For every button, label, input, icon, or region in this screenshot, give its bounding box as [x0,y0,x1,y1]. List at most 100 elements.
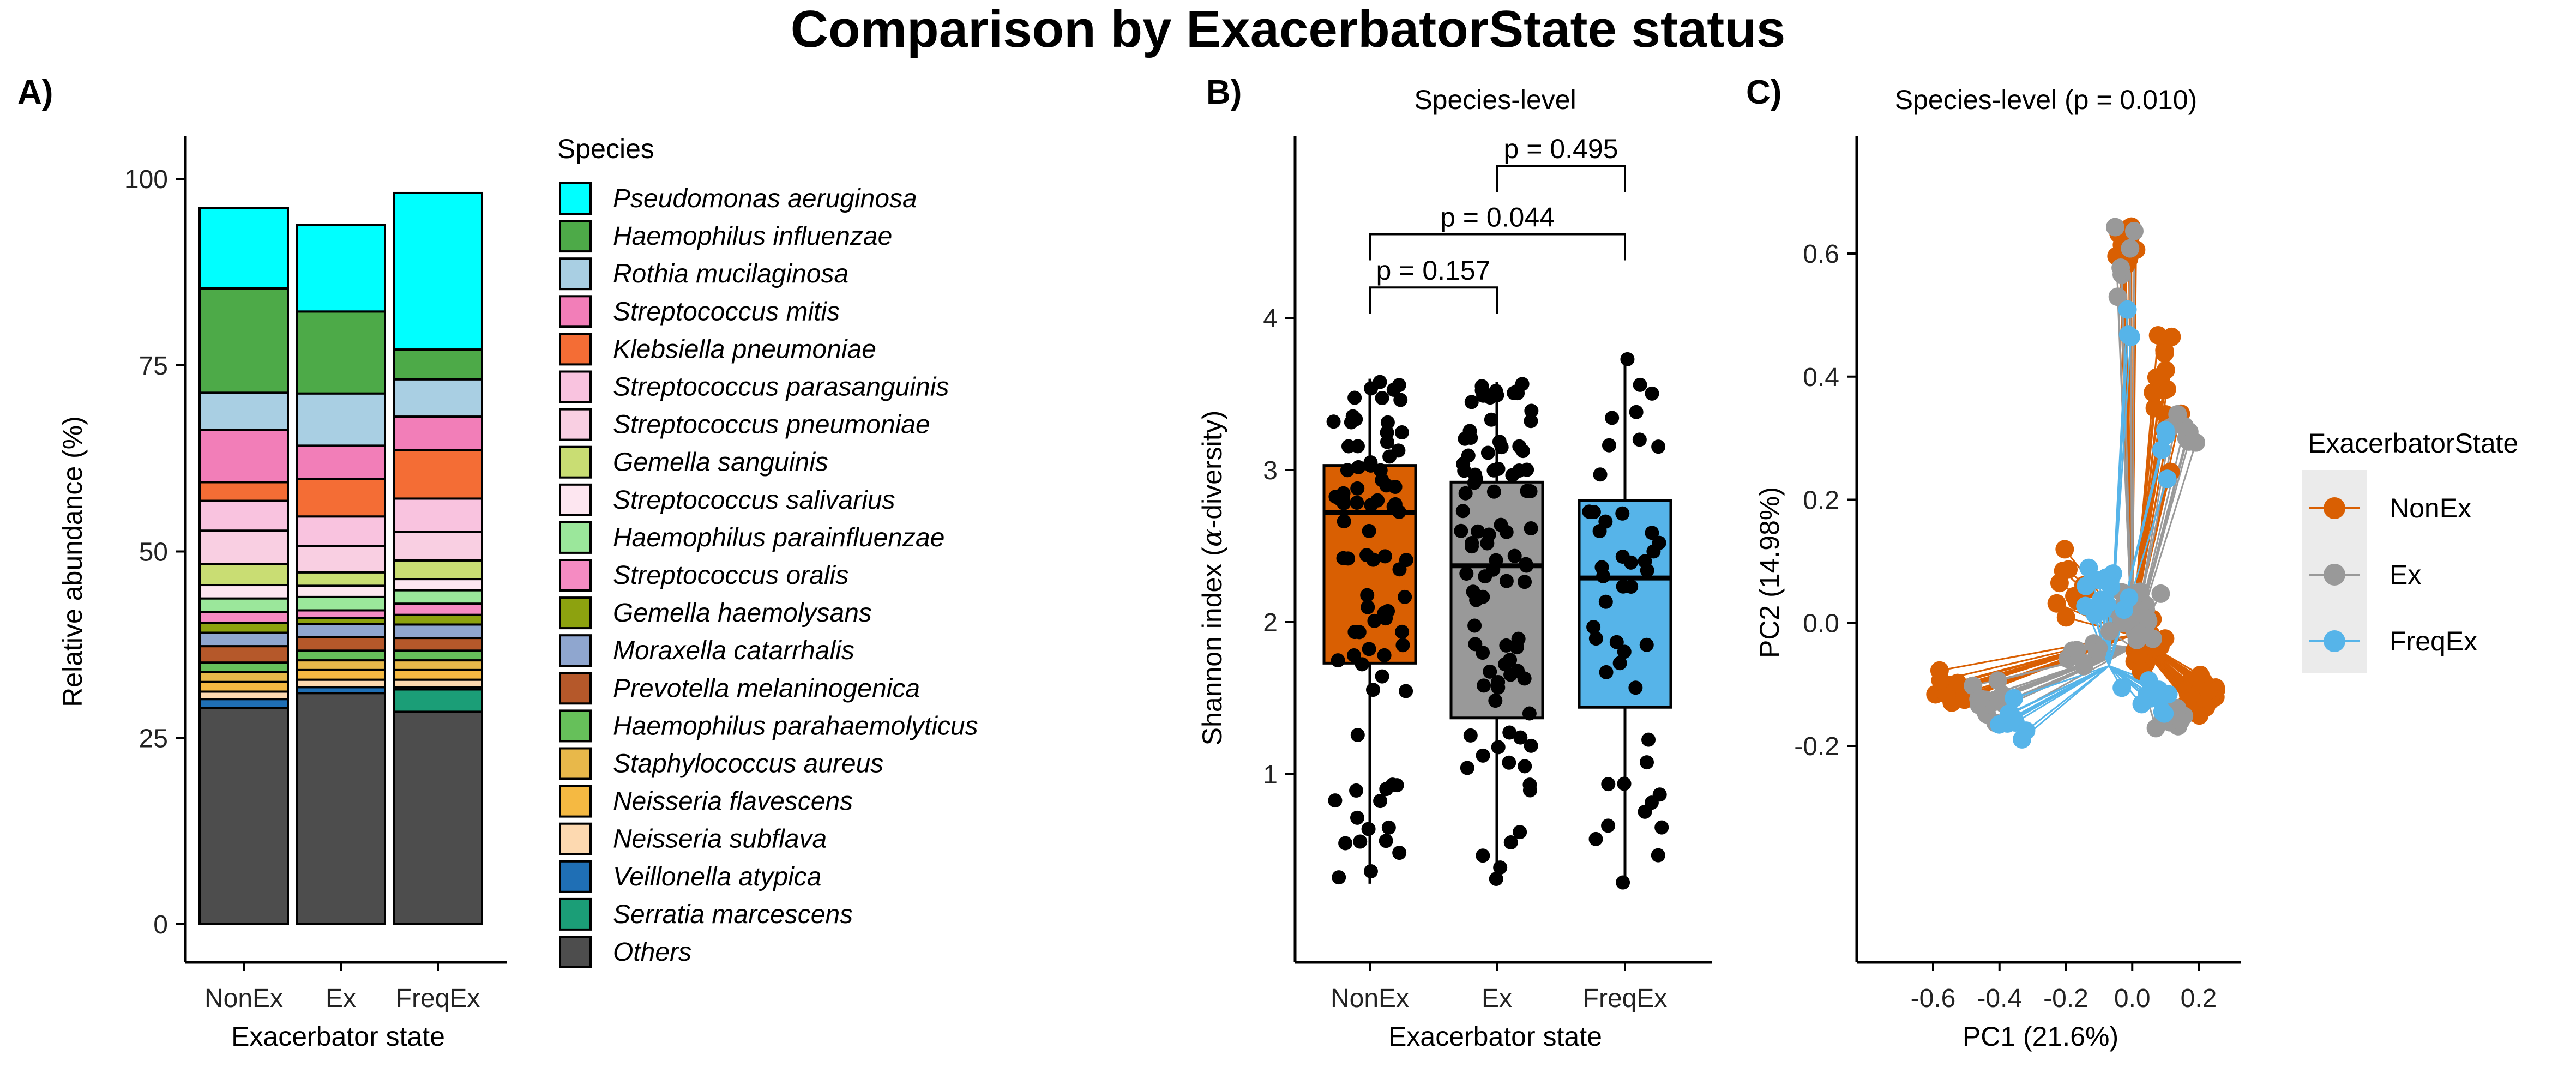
legend-swatch [559,822,592,855]
data-point [1468,637,1483,652]
legend-swatch [559,936,592,968]
data-point [1488,694,1503,708]
data-point [1328,793,1343,808]
data-point [1520,484,1534,498]
bar-segment [198,529,289,565]
data-point [1394,425,1409,440]
bar-segment [198,481,289,502]
bar-segment [296,659,386,671]
data-point [1491,740,1506,755]
legend-swatch [559,559,592,592]
panel-a-x-tick-label: NonEx [204,984,283,1013]
data-point [1380,415,1395,430]
data-point [1988,671,2007,690]
panel-c-axes: -0.2 0.0 0.2 0.4 0.6 -0.6 -0.4 -0.2 0.0 0.2 [1794,136,2241,1013]
bar-segment [296,478,386,518]
data-point [2017,721,2036,740]
legend-label: Streptococcus oralis [613,561,848,590]
data-point [1346,648,1361,662]
data-point [1467,618,1482,633]
data-point [1601,777,1616,792]
legend-label: Neisseria flavescens [613,787,853,816]
panel-a-y-tick-label: 25 [139,724,168,753]
data-point [1522,706,1537,721]
bar-segment [393,710,483,926]
legend-label: Others [613,938,691,967]
data-point [1350,810,1365,825]
data-point [2115,600,2134,619]
panel-c-points [1926,217,2225,749]
data-point [1507,548,1522,563]
data-point [1467,475,1482,490]
panel-c-y-tick-label: 0.0 [1803,609,1839,638]
data-point [1377,606,1392,620]
spider-line [2025,665,2110,732]
legend-swatch [559,445,592,479]
data-point [1379,478,1394,493]
legend-swatch [559,333,592,366]
legend-label: Streptococcus pneumoniae [613,411,930,439]
panel-b-label: B) [1206,74,1242,111]
panel-b-y-tick-label: 1 [1263,761,1278,789]
data-point [1337,514,1351,529]
data-point [1510,386,1525,401]
data-point [1359,548,1374,563]
bar-segment [296,224,386,313]
bar-segment [393,688,483,713]
bar-segment [393,449,483,500]
data-point [1483,664,1497,679]
data-point [1480,536,1495,551]
panel-b-x-tick-label: Ex [1482,984,1512,1013]
data-point [2168,405,2187,424]
panel-b-significance-brackets: p = 0.157 p = 0.044 p = 0.495 [1369,134,1626,314]
data-point [1588,631,1603,646]
data-point [1459,566,1474,581]
panel-a-legend: Pseudomonas aeruginosa Haemophilus influe… [559,182,978,968]
data-point [1331,653,1345,668]
data-point [1476,748,1490,763]
panel-a-y-tick-label: 75 [139,352,168,381]
data-point [1375,669,1389,684]
legend-label: Gemella sanguinis [613,448,828,477]
legend-swatch [559,596,592,630]
data-point [2105,218,2124,237]
data-point [1484,412,1498,427]
data-point [1379,782,1394,797]
bar-segment [296,636,386,652]
bar-segment [198,707,289,925]
data-point [1502,725,1517,740]
data-point [1491,680,1506,695]
panel-c-x-tick-label: 0.2 [2181,984,2217,1013]
panel-a-bars [198,191,483,926]
data-point [1616,579,1630,594]
data-point [1367,613,1382,628]
data-point [1594,560,1609,575]
panel-c-x-tick-label: 0.0 [2114,984,2151,1013]
significance-bracket [1496,165,1626,192]
data-point [2100,622,2119,641]
data-point [1362,523,1376,538]
data-point [1651,848,1665,863]
bar-segment [198,499,289,532]
data-point [1399,553,1413,568]
panel-c-y-tick-label: 0.2 [1803,486,1839,515]
data-point [1492,435,1507,449]
data-point [2130,625,2149,644]
data-point [2158,469,2177,489]
legend-label: Prevotella melaninogenica [613,674,920,703]
data-point [1375,391,1389,406]
legend-label: Klebsiella pneumoniae [613,335,876,364]
panel-c-legend: NonEx Ex FreqEx [2302,470,2477,673]
panel-c-y-tick-label: 0.6 [1803,240,1839,269]
bar-segment [198,690,289,701]
legend-label: Gemella haemolysans [613,599,872,628]
data-point [1340,463,1355,478]
data-point [1499,525,1514,539]
data-point [1463,728,1478,743]
panel-b-y-tick-label: 2 [1263,608,1278,637]
data-point [2005,689,2024,708]
data-point [1489,384,1503,399]
bar-segment [393,378,483,418]
legend-label: Rothia mucilaginosa [613,260,848,288]
panel-a-axes: 0 25 50 75 100 NonEx Ex FreqEx [124,136,507,1013]
